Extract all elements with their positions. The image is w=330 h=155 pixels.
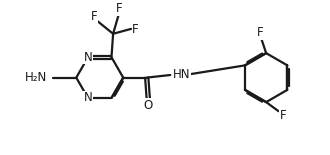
Text: O: O bbox=[144, 99, 153, 112]
Text: F: F bbox=[116, 2, 123, 16]
Text: F: F bbox=[280, 109, 286, 122]
Text: N: N bbox=[83, 51, 92, 64]
Text: F: F bbox=[132, 23, 139, 36]
Text: N: N bbox=[83, 91, 92, 104]
Text: HN: HN bbox=[173, 68, 190, 81]
Text: H₂N: H₂N bbox=[25, 71, 47, 84]
Text: F: F bbox=[91, 10, 97, 23]
Text: F: F bbox=[257, 26, 264, 39]
